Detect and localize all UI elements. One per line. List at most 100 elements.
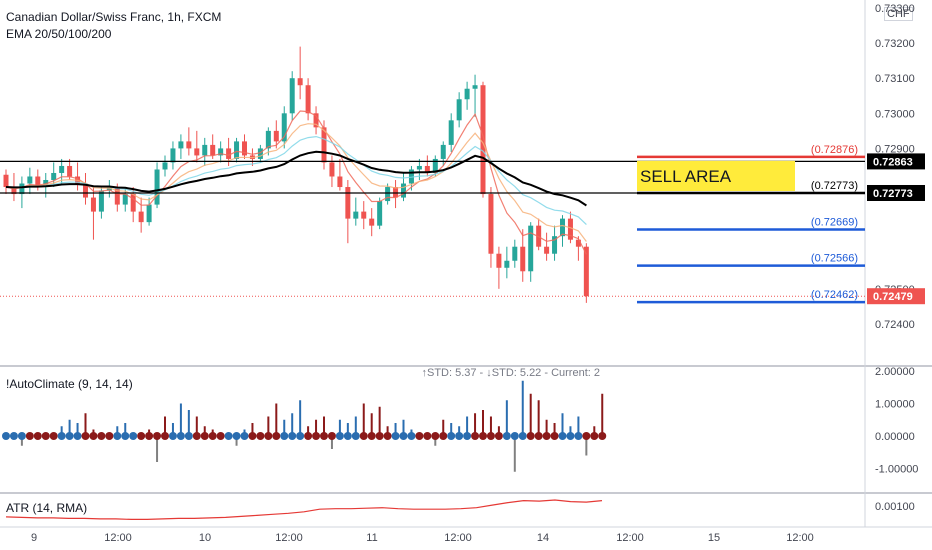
- indicator-bar: [18, 432, 26, 446]
- indicator-bar: [225, 432, 233, 440]
- candle: [504, 247, 509, 279]
- indicator-dot: [447, 432, 455, 440]
- candle-body: [401, 184, 406, 198]
- indicator-dot: [26, 432, 34, 440]
- candle: [163, 155, 168, 176]
- indicator-dot: [193, 432, 201, 440]
- indicator-dot: [296, 432, 304, 440]
- indicator-dot: [217, 432, 225, 440]
- candle-body: [544, 247, 549, 254]
- indicator-bar: [272, 404, 280, 441]
- target-level-label: (0.72669): [811, 217, 858, 229]
- indicator-dot: [479, 432, 487, 440]
- indicator-bar: [137, 432, 145, 440]
- candle: [298, 47, 303, 100]
- candle-body: [353, 212, 358, 219]
- indicator-dot: [320, 432, 328, 440]
- indicator-dot: [74, 432, 82, 440]
- candle-body: [512, 247, 517, 261]
- indicator-dot: [415, 432, 423, 440]
- indicator-dot: [10, 432, 18, 440]
- candle-body: [274, 131, 279, 142]
- candle-body: [488, 194, 493, 254]
- candle: [393, 180, 398, 208]
- indicator-bar: [559, 413, 567, 440]
- indicator-axis-tick: 0.00000: [875, 431, 915, 443]
- indicator-dot: [201, 432, 209, 440]
- indicator-bar: [551, 423, 559, 440]
- candle-body: [147, 205, 152, 223]
- candle-body: [377, 201, 382, 226]
- indicator-bar: [26, 432, 34, 440]
- indicator-bar: [10, 432, 18, 440]
- candle: [178, 134, 183, 159]
- candle: [27, 168, 32, 194]
- candle-body: [163, 162, 168, 169]
- indicator-dot: [248, 432, 256, 440]
- indicator-bar: [34, 432, 42, 440]
- candle-body: [361, 212, 366, 219]
- time-axis-label: 15: [708, 532, 720, 544]
- candle-body: [91, 198, 96, 212]
- candle: [258, 145, 263, 163]
- candle-body: [457, 99, 462, 120]
- indicator-bar: [193, 417, 201, 441]
- indicator-dot: [559, 432, 567, 440]
- indicator-dot: [169, 432, 177, 440]
- indicator-bar: [42, 432, 50, 440]
- candle-body: [441, 145, 446, 159]
- indicator-dot: [407, 432, 415, 440]
- candle-body: [186, 141, 191, 148]
- candle-body: [51, 173, 56, 180]
- indicator-dot: [209, 432, 217, 440]
- indicator-bar: [177, 404, 185, 441]
- price-tag-label: 0.72773: [873, 188, 913, 200]
- atr-line: [6, 500, 602, 519]
- indicator-bar: [566, 426, 574, 440]
- indicator-bar: [209, 430, 217, 441]
- candle: [19, 177, 24, 209]
- price-axis-tick: 0.73100: [875, 73, 915, 85]
- indicator-bar: [527, 394, 535, 440]
- indicator-bar: [455, 426, 463, 440]
- indicator-dot: [113, 432, 121, 440]
- indicator-dot: [543, 432, 551, 440]
- candle-body: [170, 148, 175, 162]
- indicator-dot: [439, 432, 447, 440]
- indicator-bar: [2, 432, 10, 440]
- indicator-dot: [264, 432, 272, 440]
- candle-body: [306, 85, 311, 113]
- candle: [377, 198, 382, 230]
- indicator-bar: [50, 432, 58, 440]
- indicator-dot: [400, 432, 408, 440]
- indicator-bar: [360, 404, 368, 441]
- indicator-bar: [248, 423, 256, 440]
- candle: [186, 127, 191, 155]
- indicator-dot: [495, 432, 503, 440]
- indicator-dot: [105, 432, 113, 440]
- indicator-dot: [129, 432, 137, 440]
- indicator-dot: [519, 432, 527, 440]
- target-level-label: (0.72876): [811, 144, 858, 156]
- price-tag-label: 0.72479: [873, 291, 913, 303]
- candle-body: [520, 247, 525, 272]
- candle: [425, 155, 430, 176]
- indicator-dot: [463, 432, 471, 440]
- indicator-bar: [574, 417, 582, 441]
- indicator-bar: [304, 426, 312, 440]
- candle-body: [417, 166, 422, 170]
- indicator-bar: [320, 417, 328, 441]
- candle: [91, 187, 96, 240]
- time-axis-label: 10: [199, 532, 211, 544]
- indicator-bar: [280, 420, 288, 440]
- candle-body: [178, 141, 183, 148]
- indicator-bar: [590, 426, 598, 440]
- indicator-bar: [121, 423, 129, 440]
- candle-body: [59, 166, 64, 173]
- candle-body: [337, 177, 342, 188]
- time-axis-label: 11: [366, 532, 377, 544]
- indicator-dot: [256, 432, 264, 440]
- indicator-dot: [511, 432, 519, 440]
- candle: [306, 78, 311, 120]
